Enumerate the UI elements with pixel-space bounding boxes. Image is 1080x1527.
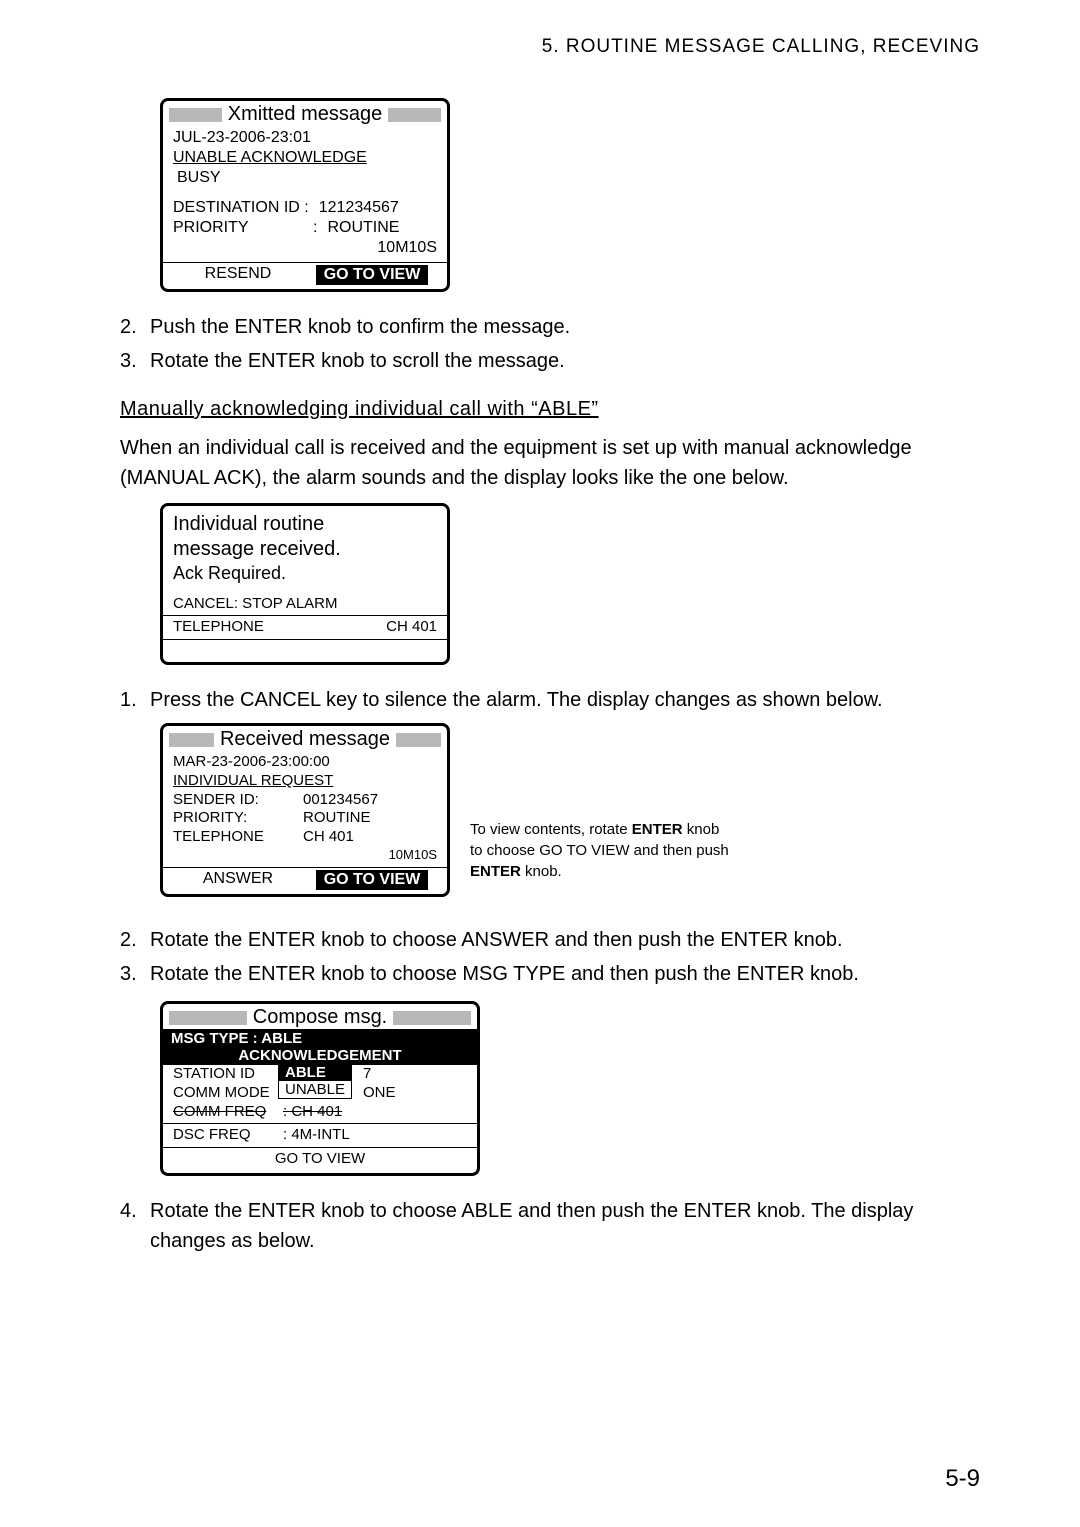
lcd4-station-lbl: STATION ID [173,1065,283,1084]
lcd2-cancel: CANCEL: STOP ALARM [173,595,437,614]
lcd1-gotoview: GO TO VIEW [316,265,429,285]
lcd2-line2: message received. [173,537,437,562]
dropdown-unable: UNABLE [279,1081,351,1098]
page-header: 5. ROUTINE MESSAGE CALLING, RECEVING [120,36,980,58]
lcd2-line1: Individual routine [173,512,437,537]
lcd2-line3: Ack Required. [173,562,437,585]
lcd1-resend: RESEND [171,265,305,285]
heading-manual-ack: Manually acknowledging individual call w… [120,398,980,421]
gray-bar-right [396,733,441,747]
lcd1-dest-val: 121234567 [319,198,399,218]
msgtype-dropdown: ABLE UNABLE [278,1063,352,1099]
lcd4-commfreq-val: : CH 401 [283,1103,342,1122]
gray-bar-left [169,1011,247,1025]
gray-bar-left [169,733,214,747]
lcd3-sender-val: 001234567 [303,791,378,810]
lcd4-commmode-lbl: COMM MODE [173,1084,283,1103]
lcd3-date: MAR-23-2006-23:00:00 [173,753,437,772]
gray-bar-right [388,108,441,122]
lcd3-sender-lbl: SENDER ID: [173,791,303,810]
page-number: 5-9 [945,1465,980,1493]
step-1b: 1.Press the CANCEL key to silence the al… [120,685,980,715]
lcd3-gotoview: GO TO VIEW [316,870,429,890]
lcd-xmitted: Xmitted message JUL-23-2006-23:01 UNABLE… [160,98,450,292]
lcd1-time: 10M10S [173,238,437,258]
lcd2-tel-val: CH 401 [386,618,437,637]
lcd3-answer: ANSWER [171,870,305,890]
lcd3-tel-lbl: TELEPHONE [173,828,303,847]
lcd4-ack: ACKNOWLEDGEMENT [171,1047,469,1064]
lcd4-commmode-val: ONE [363,1084,396,1103]
lcd1-dest-lbl: DESTINATION ID : [173,198,309,218]
step-3a: 3.Rotate the ENTER knob to scroll the me… [120,346,980,376]
step-4: 4.Rotate the ENTER knob to choose ABLE a… [120,1196,980,1256]
lcd3-line1: INDIVIDUAL REQUEST [173,772,437,791]
lcd1-line1: UNABLE ACKNOWLEDGE [173,148,437,168]
step-2b: 2.Rotate the ENTER knob to choose ANSWER… [120,925,980,955]
lcd3-time: 10M10S [173,847,437,863]
para-manual-ack: When an individual call is received and … [120,433,980,493]
lcd4-msgtype: MSG TYPE : ABLE [171,1030,469,1047]
lcd3-prio-lbl: PRIORITY: [173,809,303,828]
dropdown-able: ABLE [279,1064,351,1081]
lcd3-tel-val: CH 401 [303,828,354,847]
lcd3-prio-val: ROUTINE [303,809,371,828]
gray-bar-left [169,108,222,122]
lcd-individual-routine: Individual routine message received. Ack… [160,503,450,665]
lcd3-title: Received message [214,728,396,751]
lcd4-goto: GO TO VIEW [173,1150,467,1169]
lcd-received: Received message MAR-23-2006-23:00:00 IN… [160,723,450,897]
lcd1-date: JUL-23-2006-23:01 [173,128,437,148]
lcd4-dsc-lbl: DSC FREQ [173,1126,283,1145]
lcd1-title: Xmitted message [222,103,389,126]
lcd1-line2: BUSY [173,168,437,188]
step-3b: 3.Rotate the ENTER knob to choose MSG TY… [120,959,980,989]
step-2a: 2.Push the ENTER knob to confirm the mes… [120,312,980,342]
lcd4-dsc-val: : 4M-INTL [283,1126,350,1145]
lcd4-station-val: 7 [363,1065,371,1084]
side-note: To view contents, rotate ENTER knob to c… [470,819,790,882]
lcd1-prio-val: ROUTINE [327,218,399,238]
gray-bar-right [393,1011,471,1025]
lcd2-tel-lbl: TELEPHONE [173,618,264,637]
lcd4-commfreq-lbl: COMM FREQ [173,1103,283,1122]
lcd1-prio-lbl: PRIORITY [173,218,313,238]
lcd4-title: Compose msg. [247,1006,394,1029]
